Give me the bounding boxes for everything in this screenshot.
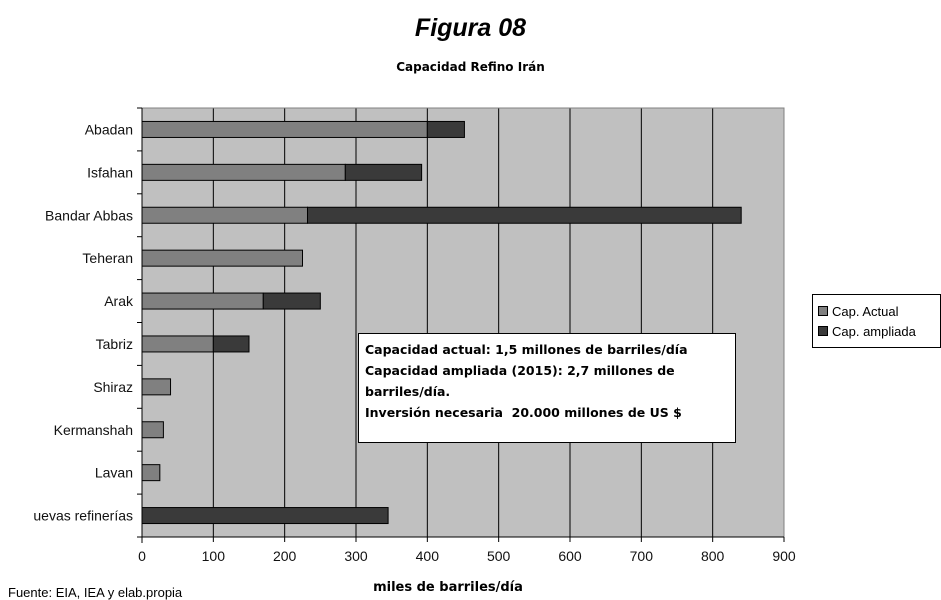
- bar-ampliada-1: [344, 163, 423, 181]
- bar-ampliada-9: [141, 507, 389, 525]
- source-note: Fuente: EIA, IEA y elab.propia: [8, 585, 183, 600]
- annotation-box: Capacidad actual: 1,5 millones de barril…: [358, 333, 736, 443]
- bar-ampliada-0: [426, 120, 465, 138]
- bar-actual-8: [141, 464, 161, 482]
- legend-swatch-ampliada: [818, 326, 828, 336]
- bar-actual-1: [141, 163, 346, 181]
- bar-ampliada-2: [306, 206, 742, 224]
- x-tick-label-2: 200: [273, 548, 297, 564]
- legend-item-actual: Cap. Actual: [818, 302, 899, 320]
- x-tick-label-3: 300: [344, 548, 368, 564]
- bar-actual-7: [141, 421, 164, 439]
- bar-actual-0: [141, 120, 428, 138]
- legend-label-actual: Cap. Actual: [832, 303, 899, 319]
- annotation-line-3: barriles/día.: [365, 384, 451, 399]
- bar-actual-6: [141, 378, 172, 396]
- y-tick-label-4: Arak: [104, 293, 134, 309]
- bar-actual-3: [141, 249, 303, 267]
- y-tick-label-8: Lavan: [95, 465, 133, 481]
- legend: Cap. Actual Cap. ampliada: [812, 294, 941, 348]
- figure-title: Figura 08: [414, 14, 527, 42]
- x-tick-label-8: 800: [701, 548, 725, 564]
- x-axis-label: miles de barriles/día: [373, 580, 523, 595]
- annotation-line-1: Capacidad actual: 1,5 millones de barril…: [365, 342, 688, 357]
- legend-item-ampliada: Cap. ampliada: [818, 322, 916, 340]
- bar-actual-2: [141, 206, 308, 224]
- x-tick-label-6: 600: [558, 548, 582, 564]
- x-tick-label-7: 700: [630, 548, 654, 564]
- y-tick-label-3: Teheran: [82, 250, 133, 266]
- x-tick-label-9: 900: [772, 548, 796, 564]
- bar-ampliada-4: [262, 292, 321, 310]
- x-tick-label-0: 0: [138, 548, 146, 564]
- bar-actual-4: [141, 292, 264, 310]
- y-tick-label-9: uevas refinerías: [33, 508, 133, 524]
- y-tick-label-6: Shiraz: [93, 379, 133, 395]
- chart-title: Capacidad Refino Irán: [396, 60, 545, 74]
- y-tick-label-2: Bandar Abbas: [45, 207, 133, 223]
- y-tick-label-7: Kermanshah: [54, 422, 133, 438]
- legend-label-ampliada: Cap. ampliada: [832, 323, 916, 339]
- y-tick-label-5: Tabriz: [96, 336, 133, 352]
- x-tick-label-4: 400: [416, 548, 440, 564]
- x-tick-label-1: 100: [202, 548, 226, 564]
- annotation-line-2: Capacidad ampliada (2015): 2,7 millones …: [365, 363, 675, 378]
- legend-swatch-actual: [818, 306, 828, 316]
- y-tick-label-0: Abadan: [85, 121, 133, 137]
- bar-actual-5: [141, 335, 214, 353]
- x-tick-label-5: 500: [487, 548, 511, 564]
- annotation-line-4: Inversión necesaria 20.000 millones de U…: [365, 405, 682, 420]
- y-tick-label-1: Isfahan: [87, 164, 133, 180]
- bar-ampliada-5: [212, 335, 250, 353]
